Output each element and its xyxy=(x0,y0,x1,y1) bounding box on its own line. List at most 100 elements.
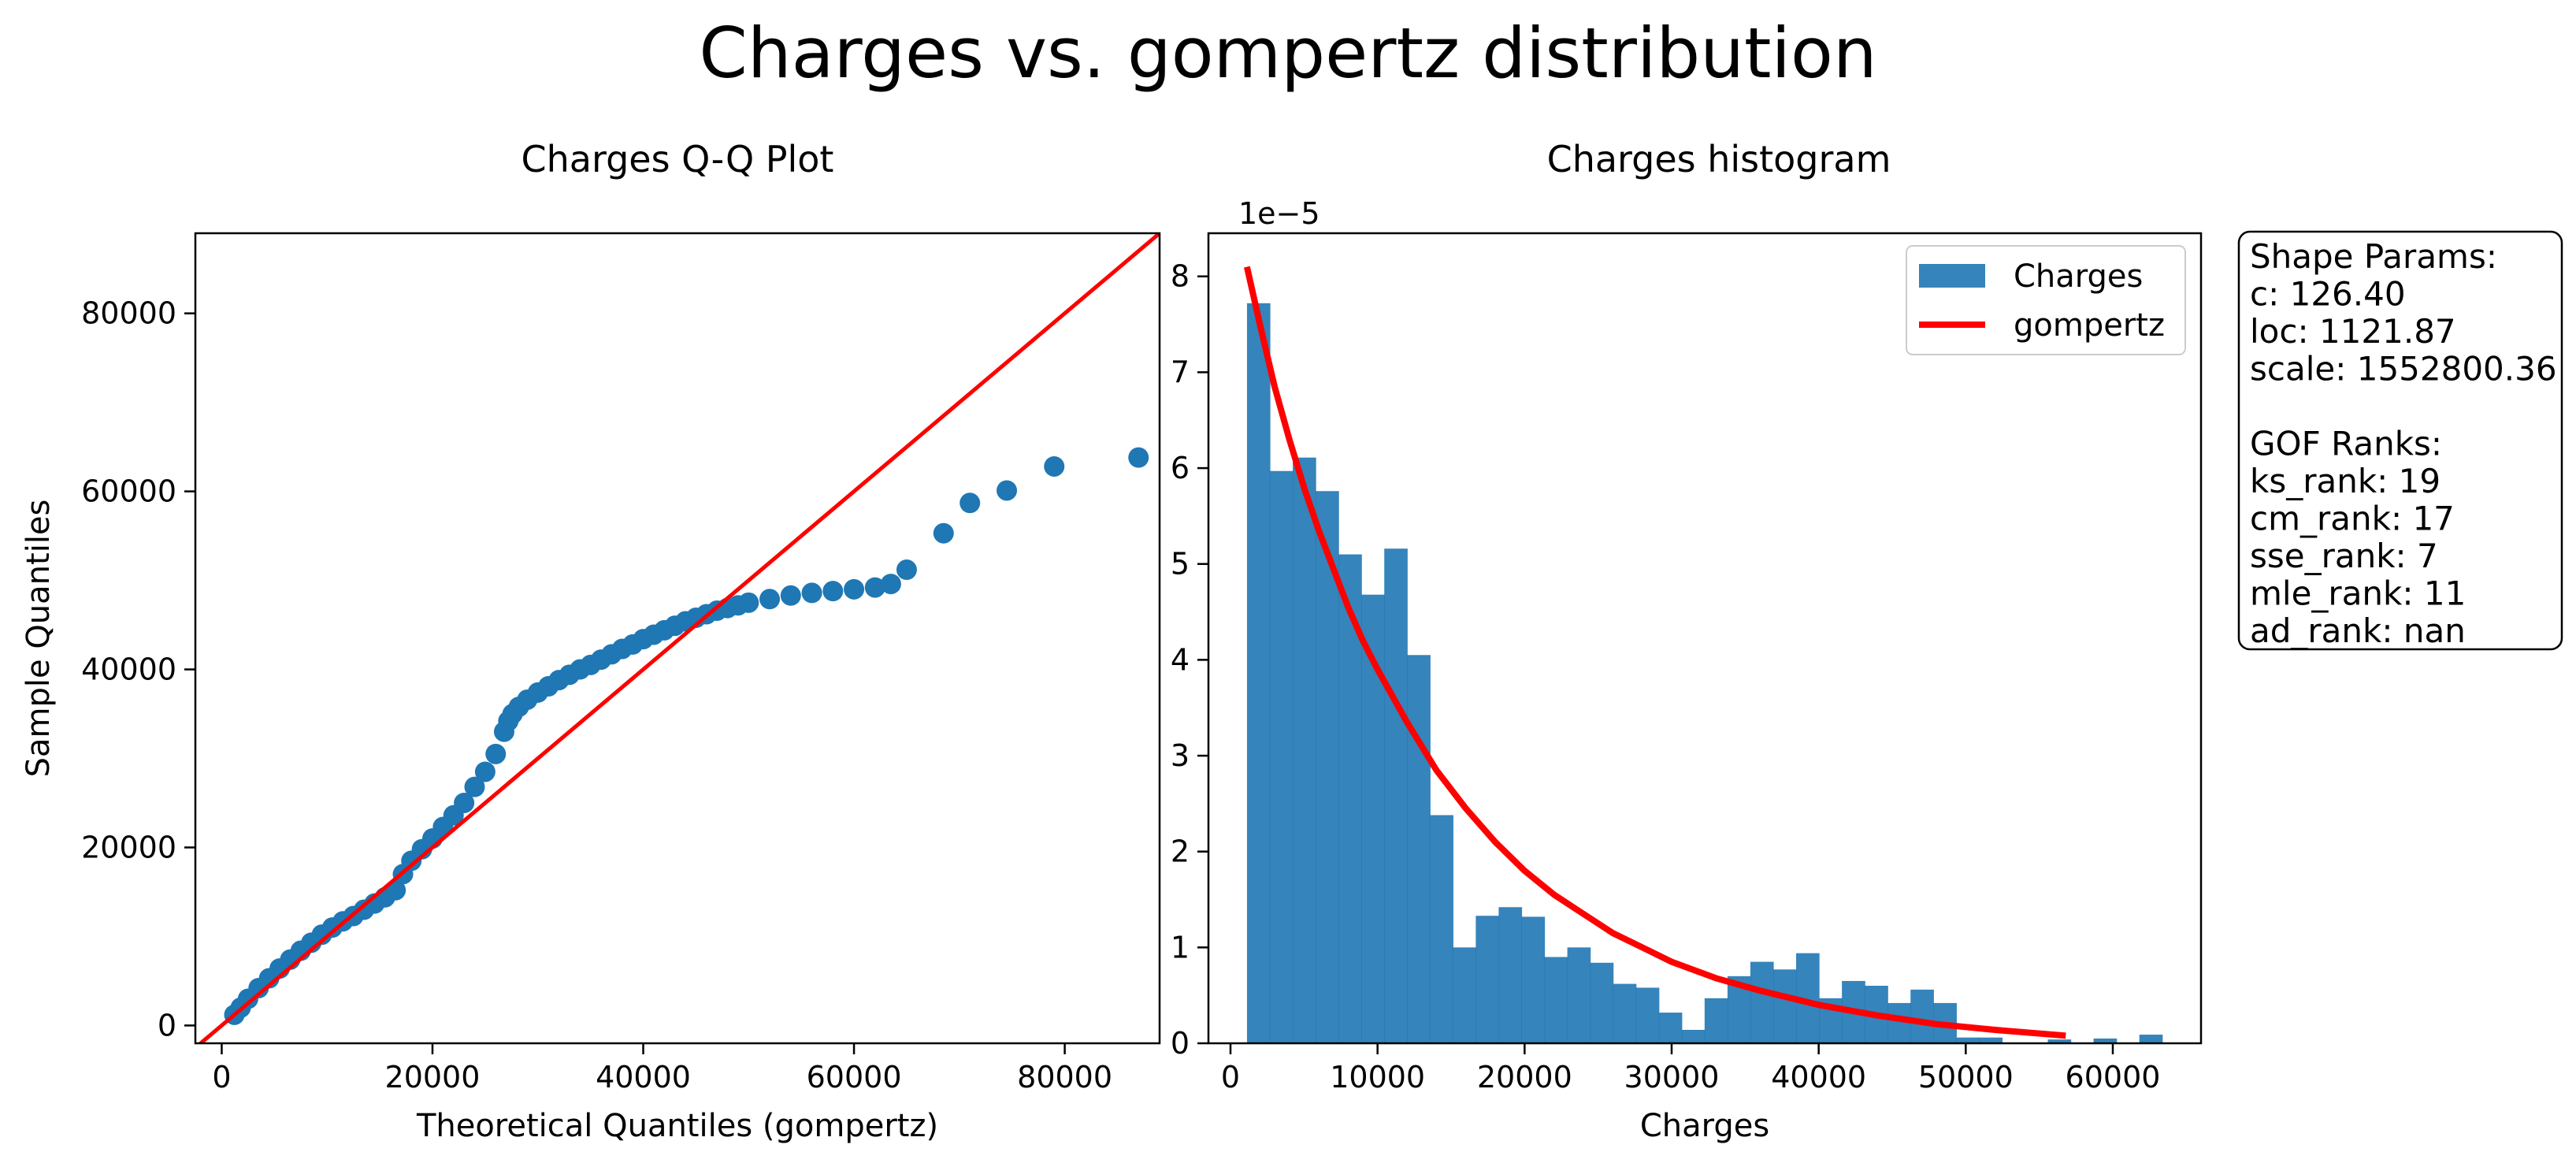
histogram-panel: Charges histogram 1e−5 0 10000 20000 30000 4… xyxy=(1171,138,2203,1144)
histogram-bar xyxy=(1956,1037,1980,1043)
qq-point xyxy=(454,792,475,813)
info-box-line: sse_rank: 7 xyxy=(2250,537,2438,575)
info-box-line: ad_rank: nan xyxy=(2250,611,2466,650)
histogram-x-axis: 0 10000 20000 30000 40000 50000 60000 xyxy=(1221,1043,2161,1095)
histogram-bar xyxy=(1979,1037,2003,1043)
histogram-y-axis: 0 1 2 3 4 5 6 7 8 xyxy=(1171,259,1208,1061)
histogram-frame xyxy=(1207,232,2203,1045)
info-box-line: cm_rank: 17 xyxy=(2250,500,2455,538)
histogram-bar xyxy=(2139,1035,2163,1043)
histogram-bar xyxy=(1475,916,1500,1043)
histogram-x-tick-label: 30000 xyxy=(1624,1060,1720,1095)
qq-x-axis-label: Theoretical Quantiles (gompertz) xyxy=(416,1108,938,1144)
qq-point xyxy=(933,522,954,544)
histogram-bar xyxy=(1453,947,1476,1043)
histogram-y-tick-label: 7 xyxy=(1171,355,1190,389)
histogram-y-offset-label: 1e−5 xyxy=(1238,196,1320,231)
histogram-y-tick-label: 5 xyxy=(1171,547,1190,582)
info-box-line: GOF Ranks: xyxy=(2250,425,2442,463)
qq-y-tick-label: 0 xyxy=(158,1008,176,1042)
figure-title: Charges vs. gompertz distribution xyxy=(699,13,1876,94)
histogram-bar xyxy=(1293,457,1316,1043)
histogram-y-tick-label: 1 xyxy=(1171,930,1190,964)
histogram-bar xyxy=(1635,987,1660,1043)
info-box-line: loc: 1121.87 xyxy=(2250,312,2456,351)
qq-point xyxy=(997,480,1018,501)
histogram-x-tick-label: 50000 xyxy=(1918,1060,2014,1095)
histogram-bar xyxy=(1498,907,1523,1043)
histogram-y-tick-label: 3 xyxy=(1171,738,1190,773)
info-box-line: Shape Params: xyxy=(2250,237,2497,276)
histogram-bar xyxy=(1750,961,1774,1043)
histogram-bars xyxy=(1246,303,2163,1043)
legend-label-gompertz: gompertz xyxy=(2014,307,2165,344)
qq-y-axis-label: Sample Quantiles xyxy=(20,500,57,778)
qq-x-tick-label: 40000 xyxy=(596,1060,691,1095)
qq-y-tick-label: 80000 xyxy=(81,296,176,331)
histogram-y-tick-label: 4 xyxy=(1171,642,1190,677)
qq-point xyxy=(864,577,885,598)
histogram-bar xyxy=(2047,1039,2072,1043)
histogram-bar xyxy=(1567,947,1591,1043)
histogram-legend: Charges gompertz xyxy=(1906,245,2186,355)
gompertz-line xyxy=(1243,266,2066,1039)
info-box-line: c: 126.40 xyxy=(2250,275,2406,314)
qq-plot-marks xyxy=(197,233,1160,1043)
histogram-y-tick-label: 2 xyxy=(1171,834,1190,869)
qq-x-tick-label: 80000 xyxy=(1017,1060,1112,1095)
qq-point xyxy=(844,578,865,600)
histogram-x-tick-label: 40000 xyxy=(1771,1060,1866,1095)
qq-x-tick-label: 60000 xyxy=(807,1060,902,1095)
qq-point xyxy=(738,592,759,613)
info-box-frame xyxy=(2237,230,2563,651)
qq-point xyxy=(960,492,981,514)
qq-y-tick-label: 40000 xyxy=(81,652,176,687)
histogram-bar xyxy=(1384,548,1408,1043)
qq-plot-frame xyxy=(194,232,1161,1045)
histogram-bar xyxy=(1910,989,1934,1043)
histogram-x-tick-label: 60000 xyxy=(2066,1060,2161,1095)
histogram-y-tick-label: 8 xyxy=(1171,259,1190,294)
histogram-bar xyxy=(1316,491,1339,1043)
histogram-bar xyxy=(1658,1013,1683,1043)
qq-point xyxy=(464,776,485,797)
info-box-line: ks_rank: 19 xyxy=(2250,462,2441,500)
histogram-y-tick-label: 6 xyxy=(1171,451,1190,485)
info-box-line: scale: 1552800.36 xyxy=(2250,350,2557,388)
qq-point xyxy=(474,761,496,782)
qq-point xyxy=(896,559,917,581)
gompertz-fit-line xyxy=(1243,266,2066,1039)
histogram-bar xyxy=(1590,962,1614,1043)
qq-point xyxy=(822,581,844,602)
histogram-bar xyxy=(1613,983,1637,1043)
qq-point xyxy=(780,585,801,606)
qq-point xyxy=(880,574,901,595)
qq-point xyxy=(801,582,822,604)
qq-y-axis: 0 20000 40000 60000 80000 xyxy=(81,296,195,1042)
qq-point xyxy=(759,589,781,610)
histogram-bar xyxy=(1704,998,1728,1043)
qq-x-tick-label: 20000 xyxy=(385,1060,481,1095)
histogram-bar xyxy=(1521,916,1546,1043)
qq-plot-panel: Charges Q-Q Plot 0 20000 40000 60000 80000 0… xyxy=(20,138,1161,1144)
qq-x-axis: 0 20000 40000 60000 80000 xyxy=(212,1043,1112,1095)
qq-y-tick-label: 20000 xyxy=(81,830,176,864)
histogram-title: Charges histogram xyxy=(1547,138,1891,180)
histogram-bar xyxy=(1407,655,1431,1043)
histogram-bar xyxy=(1246,303,1271,1043)
qq-plot-title: Charges Q-Q Plot xyxy=(522,138,834,180)
histogram-x-tick-label: 20000 xyxy=(1477,1060,1572,1095)
info-box-line: mle_rank: 11 xyxy=(2250,574,2466,613)
histogram-bar xyxy=(1887,1002,1911,1043)
qq-x-tick-label: 0 xyxy=(212,1060,231,1095)
histogram-bar xyxy=(1681,1029,1706,1043)
histogram-bar xyxy=(1269,470,1294,1043)
histogram-x-axis-label: Charges xyxy=(1640,1108,1769,1144)
legend-label-charges: Charges xyxy=(2014,258,2143,295)
qq-point xyxy=(1128,447,1149,468)
histogram-x-tick-label: 0 xyxy=(1221,1060,1240,1095)
histogram-bar xyxy=(1544,957,1568,1043)
qq-point xyxy=(1044,455,1065,477)
